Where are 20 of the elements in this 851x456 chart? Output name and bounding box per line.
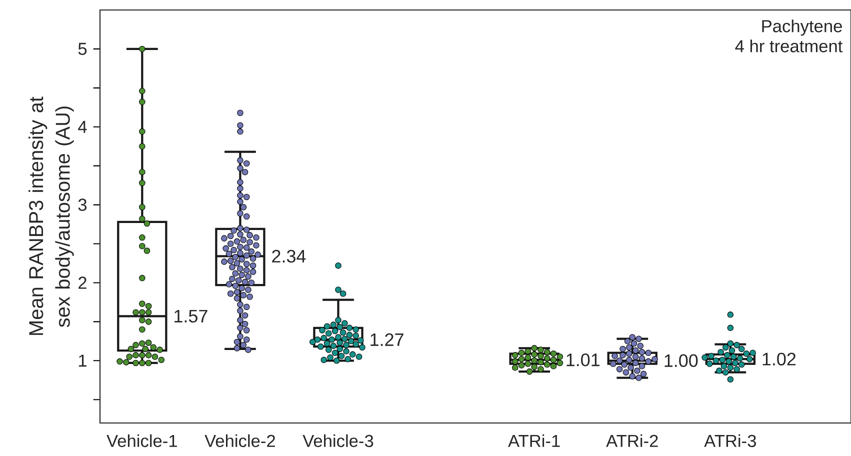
annotation: 1.27	[370, 333, 404, 346]
y-tick-label: 3	[78, 198, 87, 211]
annotation: 1.00	[664, 354, 698, 368]
annotation: 1.02	[762, 352, 796, 366]
x-tick-label: ATRi-1	[508, 434, 560, 447]
y-tick-label: 5	[78, 42, 87, 56]
annotation: Pachytene	[762, 20, 842, 36]
x-tick-label: ATRi-2	[606, 434, 658, 447]
annotation: 1.57	[174, 310, 208, 323]
y-tick-label: 1	[78, 354, 86, 367]
y-tick-label: 2	[78, 276, 86, 289]
annotation: 2.34	[272, 250, 306, 263]
x-tick-label: Vehicle-3	[302, 434, 374, 448]
y-tick-label: 4	[78, 120, 87, 133]
x-tick-label: Vehicle-2	[204, 434, 275, 448]
annotation: 1.01	[566, 353, 600, 366]
x-tick-label: ATRi-3	[704, 434, 756, 448]
x-tick-label: Vehicle-1	[106, 434, 177, 448]
y-axis-title: Mean RANBP3 intensity at sex body/autosome (AU)	[28, 96, 74, 335]
annotation: 4 hr treatment	[735, 40, 843, 52]
